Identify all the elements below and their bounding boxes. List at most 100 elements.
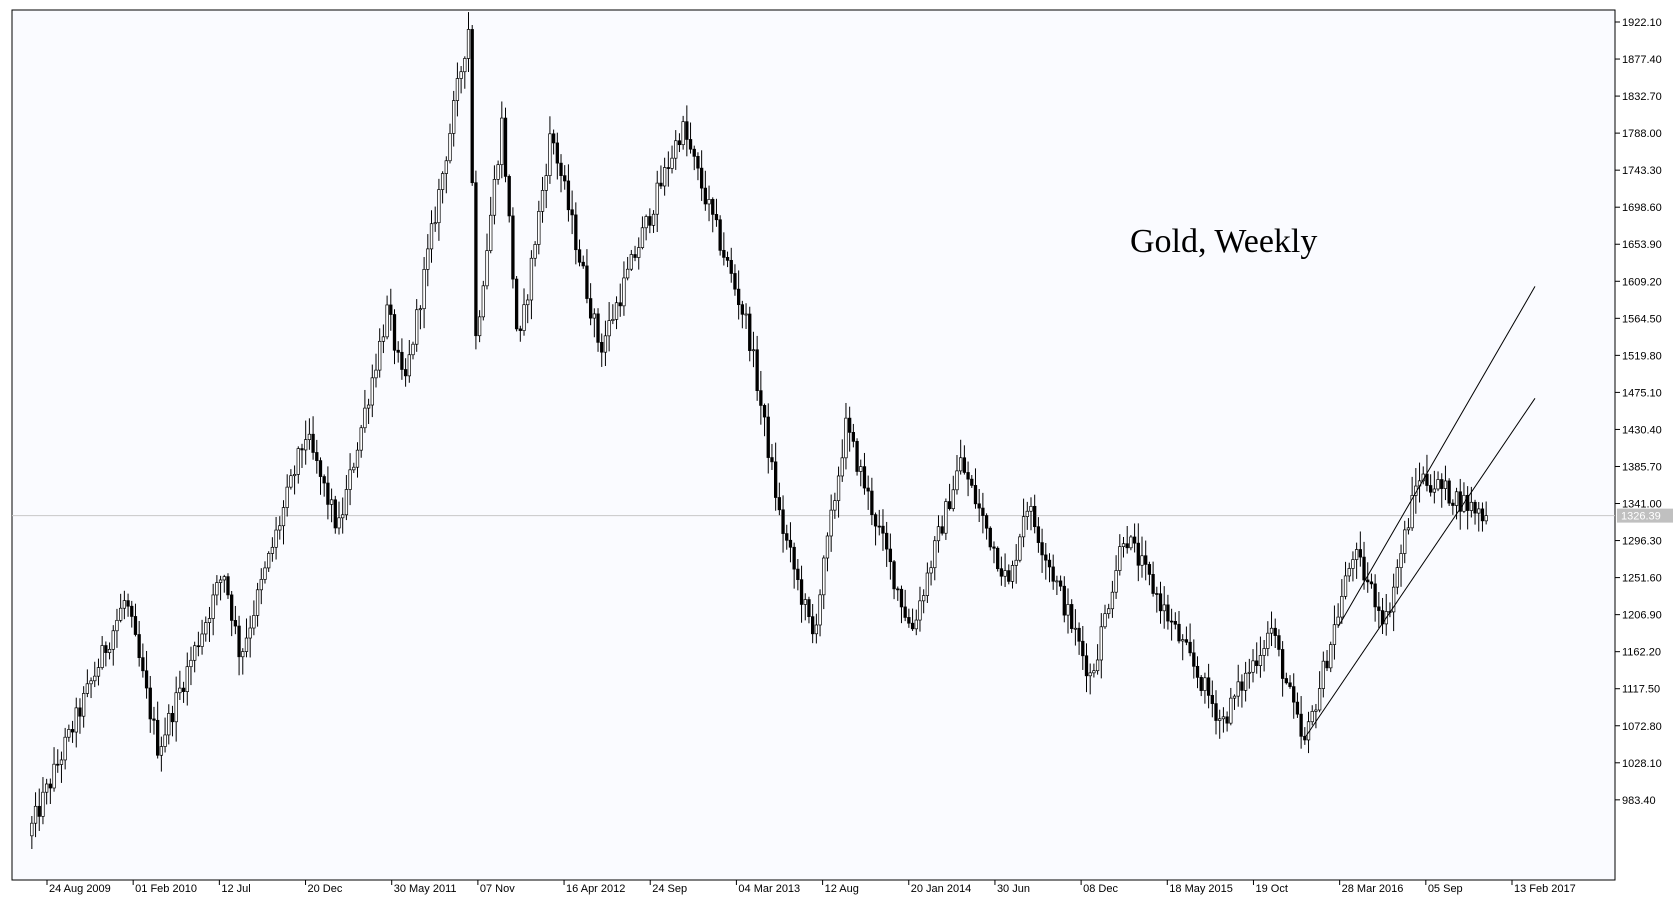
bull-candle-body <box>1118 546 1122 571</box>
time-tick-label: 28 Mar 2016 <box>1342 883 1404 895</box>
bull-candle-body <box>1262 648 1266 656</box>
candle <box>725 251 730 268</box>
bull-candle-body <box>307 433 312 440</box>
candle <box>1184 626 1189 646</box>
candle <box>651 210 656 233</box>
candle <box>1410 476 1414 531</box>
candle <box>1125 525 1129 554</box>
candle <box>1155 586 1159 613</box>
bull-candle-body <box>422 269 426 310</box>
candle <box>563 165 567 190</box>
candle <box>570 190 574 235</box>
candle <box>899 585 904 624</box>
candle <box>1288 675 1292 689</box>
bear-candle-body <box>1362 556 1366 581</box>
bear-candle-body <box>196 645 201 648</box>
bull-candle-body <box>607 320 611 337</box>
candle <box>759 370 763 425</box>
candle <box>492 165 497 225</box>
candle <box>666 151 670 187</box>
candle <box>85 669 90 698</box>
candle <box>600 333 604 367</box>
bear-candle-body <box>1225 716 1229 724</box>
bear-candle-body <box>551 133 556 144</box>
candle <box>429 210 434 263</box>
bear-candle-body <box>1280 649 1285 679</box>
bear-candle-body <box>984 515 989 529</box>
price-tick-label: 1117.50 <box>1622 684 1660 696</box>
bear-candle-body <box>1151 574 1155 594</box>
candle <box>307 418 312 450</box>
candle <box>1114 555 1118 599</box>
candle <box>1366 562 1370 593</box>
bull-candle-body <box>429 223 434 250</box>
bull-candle-body <box>1232 695 1237 699</box>
bull-candle-body <box>644 216 648 229</box>
price-tick-label: 1430.40 <box>1622 424 1662 436</box>
candle <box>477 310 482 343</box>
bear-candle-body <box>1358 549 1362 558</box>
candle <box>855 438 859 476</box>
bull-candle-body <box>33 805 38 824</box>
candle <box>1136 523 1140 582</box>
bear-candle-body <box>226 576 230 596</box>
time-tick-label: 18 May 2015 <box>1169 883 1233 895</box>
candle <box>63 727 67 770</box>
bull-candle-body <box>500 117 504 166</box>
candle <box>259 568 263 605</box>
candle <box>500 101 504 179</box>
candle <box>296 446 300 484</box>
bear-candle-body <box>1325 660 1329 669</box>
bear-candle-body <box>1177 623 1181 642</box>
bull-candle-body <box>41 791 45 817</box>
candle <box>818 589 822 637</box>
bull-candle-body <box>292 474 297 477</box>
candle <box>596 308 600 352</box>
bear-candle-body <box>1007 570 1011 582</box>
candle <box>422 257 426 329</box>
bull-candle-body <box>1266 632 1270 649</box>
candle <box>970 475 974 488</box>
bull-candle-body <box>1332 624 1337 645</box>
candle <box>1240 674 1244 708</box>
candle <box>326 466 330 520</box>
candle <box>959 439 963 475</box>
candle <box>933 536 937 581</box>
bull-candle-body <box>1406 527 1411 531</box>
candle <box>489 196 493 254</box>
candle <box>178 670 182 700</box>
candle <box>448 123 452 164</box>
bear-candle-body <box>1440 479 1444 489</box>
candle <box>566 164 571 222</box>
bull-candle-body <box>222 576 226 581</box>
candle <box>82 686 86 728</box>
candle <box>363 389 367 433</box>
current-price-tag: 1326.39 <box>1617 508 1673 523</box>
bull-candle-body <box>651 213 656 226</box>
candle <box>30 815 34 849</box>
candle <box>792 542 796 589</box>
bull-candle-body <box>355 449 360 468</box>
bear-candle-body <box>1184 639 1189 643</box>
candle <box>141 643 145 678</box>
candle <box>555 132 559 180</box>
time-tick-label: 24 Aug 2009 <box>49 883 111 895</box>
candle <box>862 452 867 495</box>
candle <box>392 309 397 365</box>
candle <box>1118 534 1122 576</box>
price-tick-label: 1564.50 <box>1622 313 1662 325</box>
bull-candle-body <box>463 58 467 73</box>
bull-candle-body <box>1092 670 1096 674</box>
candle <box>167 704 171 745</box>
candle <box>374 353 378 388</box>
candle <box>907 608 911 628</box>
bear-candle-body <box>907 617 911 624</box>
candle <box>1062 576 1066 623</box>
bear-candle-body <box>1144 555 1148 565</box>
bull-candle-body <box>1221 716 1226 720</box>
candle <box>1144 540 1148 581</box>
candle <box>529 250 534 320</box>
candle <box>1480 502 1485 532</box>
candle <box>1166 594 1170 630</box>
bull-candle-body <box>115 619 119 632</box>
